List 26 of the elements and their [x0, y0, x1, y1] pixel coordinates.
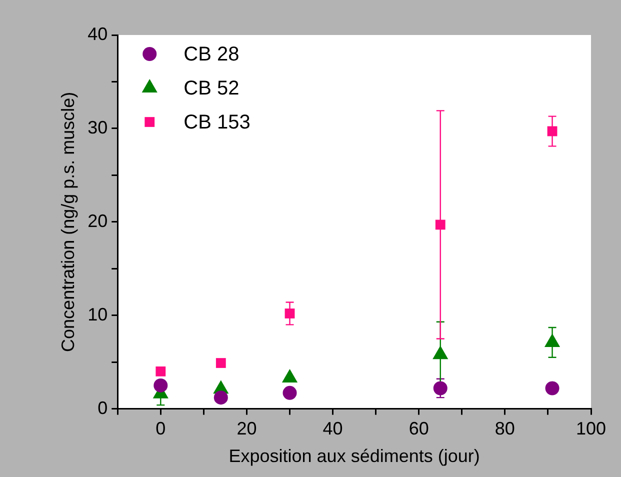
y-tick-label: 30 [88, 117, 108, 138]
point [435, 220, 446, 230]
legend-label: CB 153 [184, 112, 250, 134]
point [156, 366, 166, 376]
x-tick-label: 40 [322, 418, 343, 439]
point [214, 390, 228, 405]
x-tick-label: 0 [156, 418, 166, 439]
x-tick-label: 80 [494, 418, 515, 439]
legend-label: CB 52 [184, 78, 240, 100]
point [282, 386, 297, 400]
point [154, 378, 168, 392]
point [216, 358, 226, 368]
legend-label: CB 28 [184, 44, 240, 66]
y-tick-label: 10 [88, 304, 108, 324]
x-tick-label: 60 [408, 418, 429, 439]
y-tick-label: 20 [88, 210, 108, 231]
x-axis-title: Exposition aux sédiments (jour) [228, 446, 480, 466]
y-tick-label: 40 [88, 24, 108, 44]
point [284, 308, 295, 318]
point [547, 126, 558, 136]
y-axis-title: Concentration (ng/g p.s. muscle) [58, 92, 78, 352]
y-tick-label: 0 [98, 398, 108, 418]
x-tick-label: 100 [576, 418, 606, 439]
point [433, 381, 448, 396]
point [545, 381, 560, 396]
x-tick-label: 20 [236, 418, 257, 439]
